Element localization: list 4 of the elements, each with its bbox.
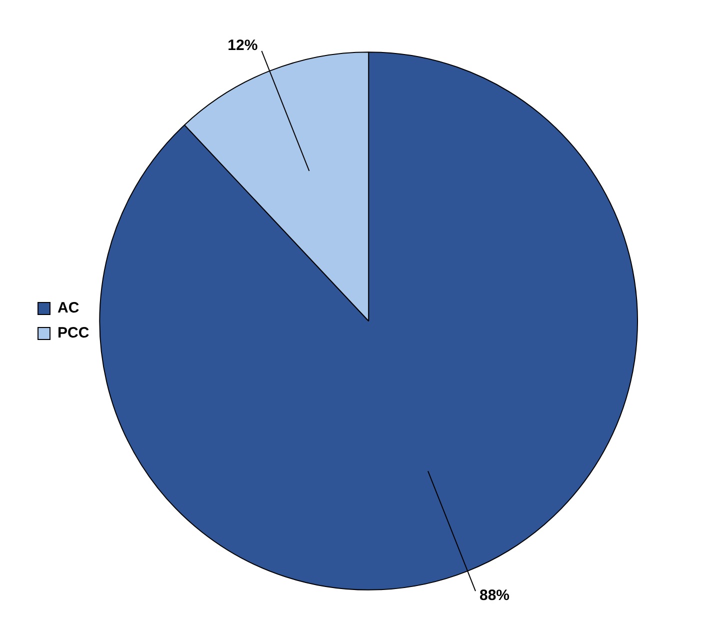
legend-label: AC xyxy=(58,300,80,317)
data-label: 12% xyxy=(228,37,258,54)
data-label: 88% xyxy=(479,587,510,604)
legend-label: PCC xyxy=(58,324,90,342)
